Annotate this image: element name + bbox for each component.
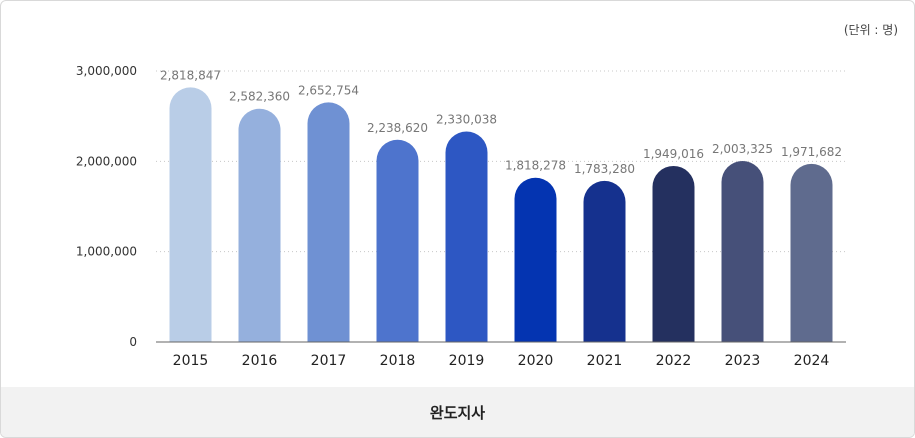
y-tick-label: 1,000,000: [76, 245, 137, 259]
x-tick-label: 2015: [173, 353, 209, 369]
bar: [376, 139, 419, 342]
x-tick-label: 2017: [311, 353, 347, 369]
bar: [583, 180, 626, 342]
data-label: 2,818,847: [160, 68, 221, 82]
data-label: 2,238,620: [367, 121, 428, 135]
data-label: 1,949,016: [643, 147, 704, 161]
footer-title: 완도지사: [429, 403, 486, 422]
unit-label: (단위 : 명): [843, 23, 898, 37]
bar: [238, 108, 281, 342]
data-label: 2,652,754: [298, 83, 359, 97]
data-label: 2,330,038: [436, 113, 497, 127]
x-tick-label: 2021: [587, 353, 623, 369]
bar: [307, 102, 350, 343]
bar: [790, 163, 833, 342]
bar-chart: 0 1,000,000 2,000,000 3,000,000 2,818,847 201…: [76, 64, 846, 369]
x-tick-label: 2019: [449, 353, 485, 369]
bar: [652, 165, 695, 342]
x-tick-label: 2022: [656, 353, 692, 369]
data-label: 2,003,325: [712, 142, 773, 156]
x-tick-label: 2016: [242, 353, 278, 369]
x-tick-label: 2023: [725, 353, 761, 369]
bar: [514, 177, 557, 342]
data-label: 1,971,682: [781, 145, 842, 159]
x-tick-label: 2020: [518, 353, 554, 369]
bar: [169, 87, 212, 342]
bar: [721, 161, 764, 342]
x-tick-label: 2018: [380, 353, 416, 369]
data-label: 1,818,278: [505, 159, 566, 173]
data-label: 1,783,280: [574, 162, 635, 176]
y-tick-label: 2,000,000: [76, 154, 137, 168]
bar: [445, 131, 488, 342]
data-label: 2,582,360: [229, 90, 290, 104]
y-tick-label: 3,000,000: [76, 64, 137, 78]
chart-footer: 완도지사: [1, 387, 914, 437]
y-tick-label: 0: [129, 335, 137, 349]
x-tick-label: 2024: [794, 353, 830, 369]
